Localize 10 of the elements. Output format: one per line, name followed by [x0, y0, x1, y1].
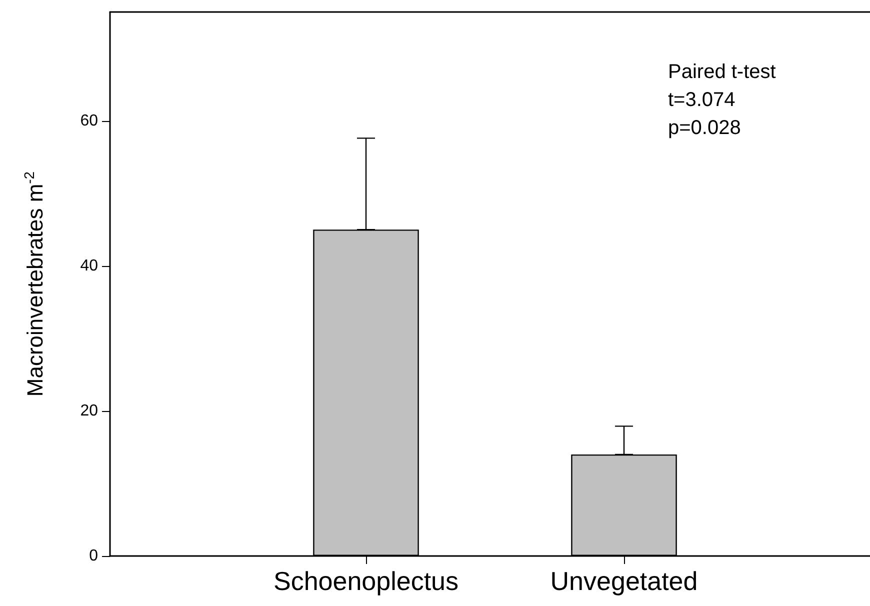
annotation: Paired t-test [668, 61, 776, 83]
y-tick-label: 40 [80, 257, 98, 274]
annotation: t=3.074 [668, 89, 736, 111]
y-tick-label: 20 [80, 402, 98, 420]
x-tick-label: Unvegetated [550, 566, 698, 596]
x-tick-label: Schoenoplectus [273, 566, 459, 596]
y-axis-title: Macroinvertebrates m-2 [21, 171, 48, 397]
annotation: p=0.028 [668, 117, 741, 139]
y-tick-label: 0 [89, 548, 98, 564]
y-tick-label: 60 [80, 112, 98, 130]
